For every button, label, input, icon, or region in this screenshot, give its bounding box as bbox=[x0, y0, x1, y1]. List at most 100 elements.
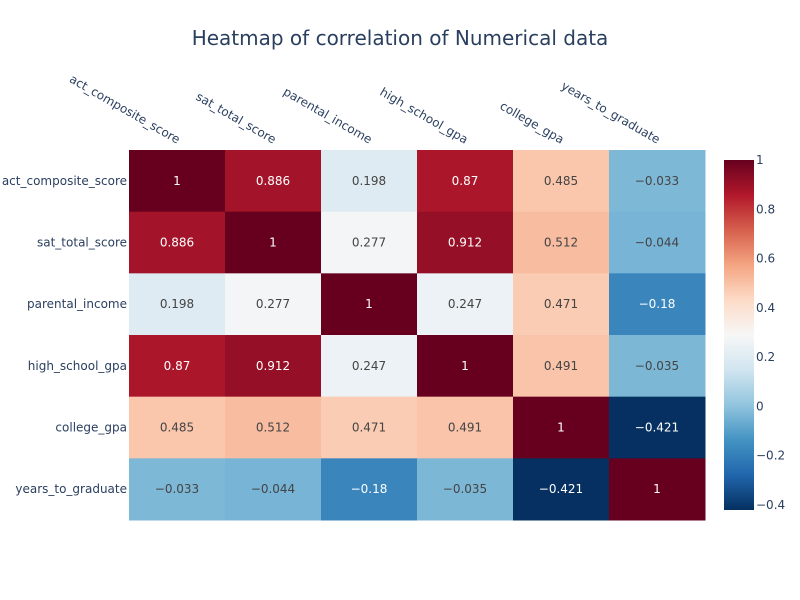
heatmap-cell bbox=[417, 150, 514, 213]
heatmap-cell-label: 1 bbox=[173, 174, 181, 188]
heatmap-cell-label: 0.912 bbox=[448, 236, 482, 250]
x-tick-label: high_school_gpa bbox=[378, 85, 471, 147]
heatmap-cell-label: 0.512 bbox=[256, 421, 290, 435]
heatmap-cell-label: 0.471 bbox=[352, 421, 386, 435]
heatmap-cells: 1 0.886 0.198 0.87 0.485 −0.033 0.886 1 0.277 0.9… bbox=[129, 150, 706, 521]
heatmap-cell-label: 0.277 bbox=[352, 236, 386, 250]
heatmap-cell-label: 0.886 bbox=[160, 236, 194, 250]
heatmap-cell bbox=[513, 458, 610, 521]
heatmap-cell-label: 0.491 bbox=[544, 359, 578, 373]
heatmap-cell-label: 0.247 bbox=[448, 297, 482, 311]
heatmap-cell bbox=[129, 211, 226, 274]
y-tick-label: act_composite_score bbox=[2, 174, 127, 188]
colorbar: 1 0.8 0.6 0.4 0.2 0 −0.2 −0.4 bbox=[724, 153, 785, 512]
heatmap-cell bbox=[609, 458, 706, 521]
heatmap-cell-label: 0.485 bbox=[544, 174, 578, 188]
x-tick-label: years_to_graduate bbox=[559, 79, 663, 147]
heatmap-cell-label: 0.491 bbox=[448, 421, 482, 435]
heatmap-cell bbox=[321, 273, 418, 336]
heatmap-cell-label: −0.044 bbox=[251, 482, 295, 496]
heatmap-cell-label: −0.033 bbox=[155, 482, 199, 496]
heatmap-cell-label: −0.033 bbox=[635, 174, 679, 188]
heatmap-cell bbox=[513, 273, 610, 336]
heatmap-cell-label: −0.035 bbox=[443, 482, 487, 496]
heatmap-cell-label: 1 bbox=[365, 297, 373, 311]
colorbar-tick-label: 0.2 bbox=[756, 350, 775, 364]
colorbar-gradient bbox=[724, 160, 754, 510]
heatmap-cell-label: 1 bbox=[269, 236, 277, 250]
y-tick-label: high_school_gpa bbox=[28, 359, 127, 373]
chart-title: Heatmap of correlation of Numerical data bbox=[192, 26, 609, 50]
heatmap-cell bbox=[225, 335, 322, 398]
heatmap-cell bbox=[609, 396, 706, 459]
heatmap-cell bbox=[321, 211, 418, 274]
y-tick-label: parental_income bbox=[27, 297, 127, 311]
heatmap-cell bbox=[321, 396, 418, 459]
heatmap-cell bbox=[609, 335, 706, 398]
heatmap-cell bbox=[129, 458, 226, 521]
heatmap-cell-label: −0.421 bbox=[635, 421, 679, 435]
heatmap-cell bbox=[129, 396, 226, 459]
heatmap-cell-label: 0.512 bbox=[544, 236, 578, 250]
heatmap-cell-label: 1 bbox=[653, 482, 661, 496]
heatmap-cell bbox=[225, 150, 322, 213]
colorbar-tick-label: 0.4 bbox=[756, 301, 775, 315]
heatmap-cell bbox=[513, 396, 610, 459]
heatmap-cell-label: 0.198 bbox=[160, 297, 194, 311]
heatmap-cell-label: 0.87 bbox=[452, 174, 479, 188]
heatmap-cell-label: 0.471 bbox=[544, 297, 578, 311]
heatmap-cell bbox=[417, 458, 514, 521]
heatmap-cell bbox=[321, 150, 418, 213]
heatmap-cell-label: 0.912 bbox=[256, 359, 290, 373]
heatmap-cell bbox=[225, 211, 322, 274]
y-axis-tick-labels: act_composite_score sat_total_scoreparent… bbox=[2, 174, 127, 496]
heatmap-cell bbox=[129, 150, 226, 213]
y-tick-label: sat_total_score bbox=[37, 236, 127, 250]
heatmap-cell-label: −0.035 bbox=[635, 359, 679, 373]
heatmap-cell bbox=[321, 335, 418, 398]
x-tick-label: act_composite_score bbox=[67, 72, 182, 147]
heatmap-cell bbox=[225, 458, 322, 521]
heatmap-cell bbox=[129, 335, 226, 398]
heatmap-cell bbox=[609, 211, 706, 274]
heatmap-cell bbox=[513, 150, 610, 213]
heatmap-cell bbox=[609, 150, 706, 213]
x-axis-tick-labels: act_composite_score sat_total_score parent… bbox=[67, 72, 662, 147]
heatmap-cell bbox=[321, 458, 418, 521]
heatmap-cell bbox=[417, 273, 514, 336]
heatmap-cell-label: 0.247 bbox=[352, 359, 386, 373]
heatmap-cell bbox=[225, 396, 322, 459]
heatmap-cell-label: −0.18 bbox=[639, 297, 676, 311]
heatmap-cell bbox=[417, 211, 514, 274]
colorbar-tick-label: 0.6 bbox=[756, 252, 775, 266]
heatmap-cell-label: 1 bbox=[557, 421, 565, 435]
heatmap-cell bbox=[513, 211, 610, 274]
heatmap-cell-label: −0.421 bbox=[539, 482, 583, 496]
heatmap-cell bbox=[417, 335, 514, 398]
colorbar-tick-label: 0.8 bbox=[756, 202, 775, 216]
x-tick-label: college_gpa bbox=[498, 99, 567, 147]
y-tick-label: college_gpa bbox=[55, 421, 127, 435]
heatmap-cell-label: −0.18 bbox=[351, 482, 388, 496]
heatmap-cell bbox=[609, 273, 706, 336]
heatmap-cell bbox=[225, 273, 322, 336]
heatmap-cell-label: 0.886 bbox=[256, 174, 290, 188]
heatmap-cell bbox=[417, 396, 514, 459]
heatmap-cell-label: 0.198 bbox=[352, 174, 386, 188]
colorbar-tick-label: −0.4 bbox=[756, 498, 785, 512]
heatmap-cell-label: −0.044 bbox=[635, 236, 679, 250]
heatmap-cell-label: 0.485 bbox=[160, 421, 194, 435]
x-tick-label: sat_total_score bbox=[194, 89, 279, 146]
heatmap-cell bbox=[513, 335, 610, 398]
heatmap-cell-label: 0.87 bbox=[164, 359, 191, 373]
colorbar-tick-label: 0 bbox=[756, 399, 764, 413]
colorbar-tick-labels: 1 0.8 0.6 0.4 0.2 0 −0.2 −0.4 bbox=[756, 153, 785, 512]
heatmap-cell-label: 1 bbox=[461, 359, 469, 373]
heatmap-cell bbox=[129, 273, 226, 336]
y-tick-label: years_to_graduate bbox=[15, 482, 127, 496]
heatmap-cell-label: 0.277 bbox=[256, 297, 290, 311]
x-tick-label: parental_income bbox=[281, 84, 375, 146]
colorbar-tick-label: 1 bbox=[756, 153, 764, 167]
colorbar-tick-label: −0.2 bbox=[756, 449, 785, 463]
